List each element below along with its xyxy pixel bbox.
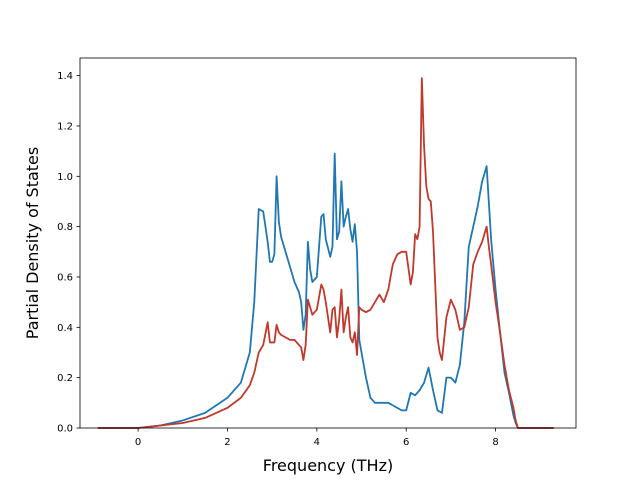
x-axis-label: Frequency (THz) [263,456,393,475]
y-tick-label: 1.0 [57,172,73,183]
y-tick-label: 0.4 [57,323,73,334]
y-tick-label: 1.2 [57,121,73,132]
series-layer [97,77,554,429]
x-tick-label: 2 [224,437,230,448]
plot-background [80,58,576,428]
x-tick-label: 4 [314,437,320,448]
y-tick-label: 0.6 [57,272,73,283]
x-axis-ticks: 0 2 4 6 8 [135,428,499,448]
plot-frame [79,57,577,429]
pdos-series-1-line [97,152,554,429]
y-tick-label: 0.2 [57,373,73,384]
x-tick-label: 6 [403,437,409,448]
y-tick-label: 1.4 [57,71,73,82]
pdos-series-2-line [97,77,554,429]
y-tick-label: 0.8 [57,222,73,233]
y-axis-label: Partial Density of States [23,147,42,339]
y-tick-label: 0.0 [57,424,73,435]
x-tick-label: 8 [492,437,498,448]
y-axis-ticks: 0.0 0.2 0.4 0.6 0.8 1.0 1.2 1.4 [57,71,80,435]
x-tick-label: 0 [135,437,141,448]
